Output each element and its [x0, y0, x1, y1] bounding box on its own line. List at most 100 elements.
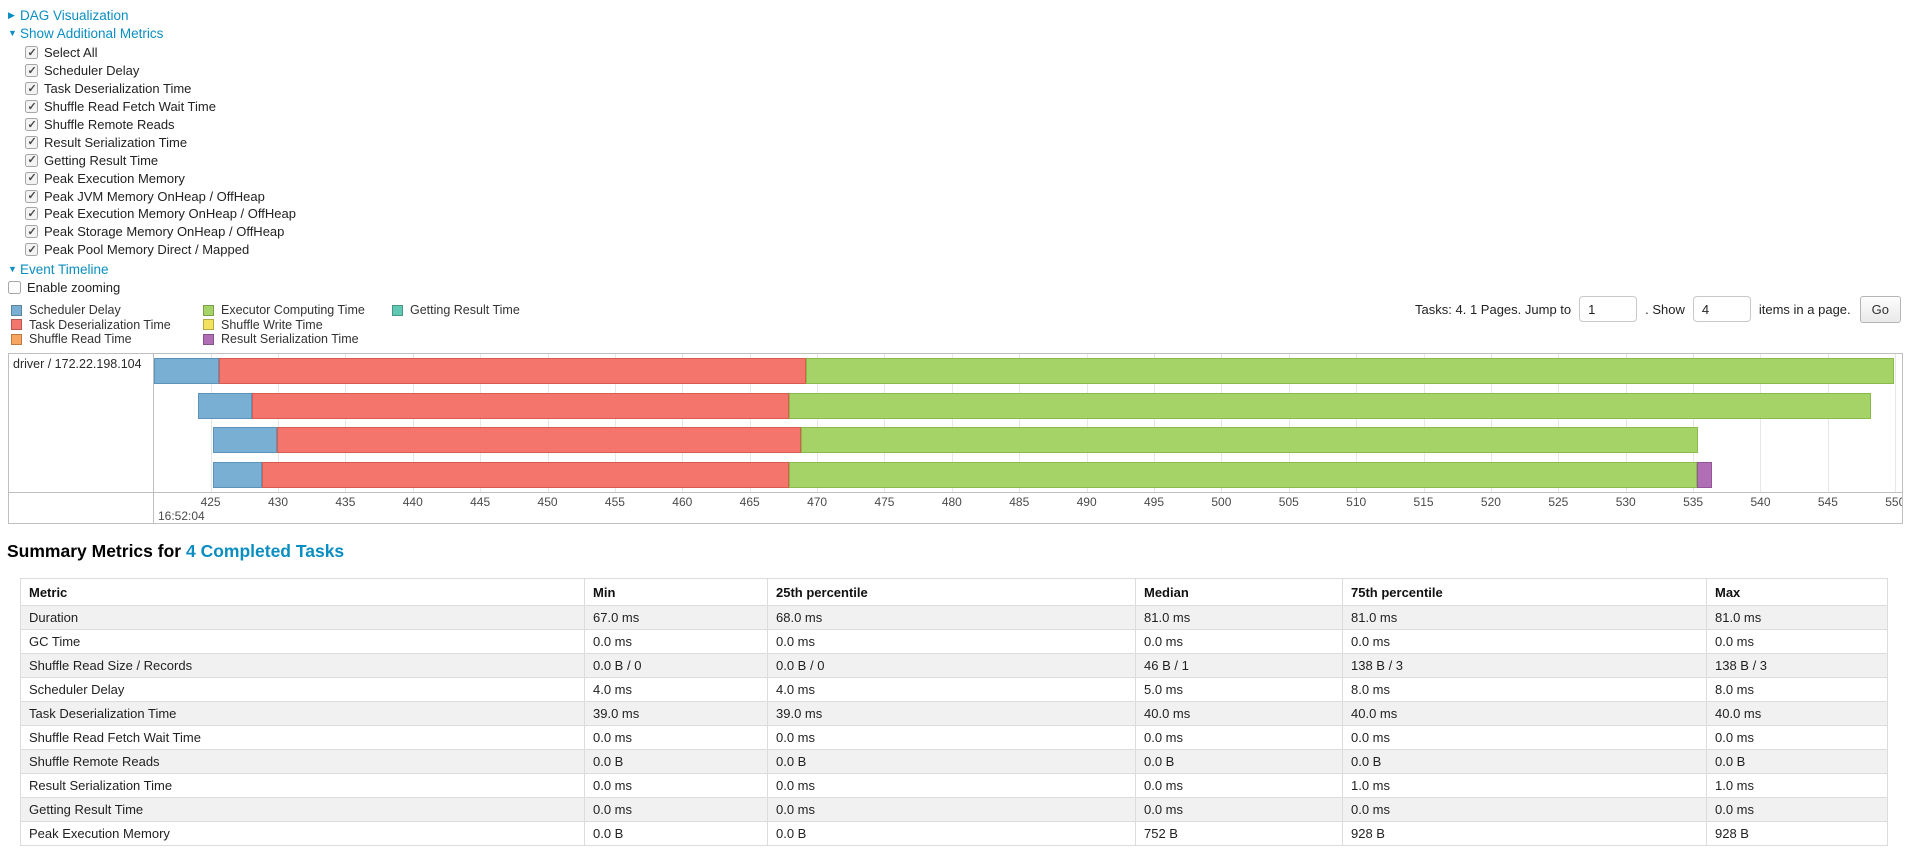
- metric-value-cell: 4.0 ms: [767, 677, 1136, 702]
- go-button[interactable]: Go: [1859, 295, 1901, 323]
- task-2-segment-executor_computing[interactable]: [788, 392, 1871, 419]
- metric-checkbox-label: Peak Execution Memory OnHeap / OffHeap: [44, 206, 296, 222]
- event-timeline-link[interactable]: Event Timeline: [20, 261, 109, 277]
- tick-label: 430: [267, 495, 288, 509]
- metric-name-cell: Duration: [20, 605, 585, 630]
- metric-value-cell: 0.0 ms: [1135, 725, 1343, 750]
- metric-checkbox[interactable]: [25, 243, 38, 257]
- legend-label: Shuffle Write Time: [221, 317, 323, 332]
- gridline: [210, 354, 212, 492]
- event-timeline-toggle[interactable]: ▼ Event Timeline: [8, 260, 109, 278]
- metric-checkbox-label: Getting Result Time: [44, 152, 159, 168]
- metric-checkbox-label: Shuffle Remote Reads: [44, 117, 175, 132]
- metric-checkbox[interactable]: [25, 189, 38, 203]
- tick-label: 505: [1278, 495, 1299, 509]
- metric-checkbox[interactable]: [25, 64, 38, 78]
- metric-checkbox-row: Peak Pool Memory Direct / Mapped: [25, 241, 296, 259]
- additional-metrics-checkbox-list: Select All Scheduler Delay Task Deserializ…: [25, 44, 296, 259]
- metric-name-cell: Peak Execution Memory: [20, 821, 585, 846]
- task-2-segment-scheduler_delay[interactable]: [198, 392, 253, 419]
- gridline: [817, 354, 819, 492]
- task-1-segment-executor_computing[interactable]: [806, 358, 1894, 384]
- task-3-segment-executor_computing[interactable]: [800, 427, 1699, 453]
- metric-checkbox[interactable]: [25, 135, 38, 149]
- task-4-segment-result_serialization[interactable]: [1697, 461, 1712, 488]
- gridline: [547, 354, 549, 492]
- metric-value-cell: 0.0 ms: [584, 773, 768, 798]
- metric-checkbox[interactable]: [25, 100, 38, 114]
- tick-label: 520: [1480, 495, 1501, 509]
- executor-group-label: driver / 172.22.198.104: [13, 357, 142, 371]
- task-4-segment-scheduler_delay[interactable]: [213, 461, 262, 488]
- legend-item-getting_result: Getting Result Time: [392, 303, 520, 318]
- task-4-segment-task_deserialization[interactable]: [261, 461, 789, 488]
- enable-zooming-row: Enable zooming: [8, 280, 120, 295]
- metric-checkbox-row: Scheduler Delay: [25, 62, 296, 80]
- tick-label: 475: [874, 495, 895, 509]
- metric-value-cell: 0.0 ms: [1706, 725, 1888, 750]
- metric-checkbox-row: Select All: [25, 44, 296, 62]
- metric-checkbox[interactable]: [25, 171, 38, 185]
- summary-table-row: Shuffle Read Size / Records 0.0 B / 0 0.0 …: [20, 653, 1888, 678]
- scheduler_delay-swatch-icon: [11, 304, 22, 316]
- tick-label: 440: [402, 495, 423, 509]
- metric-value-cell: 0.0 B: [584, 821, 768, 846]
- enable-zooming-checkbox[interactable]: [8, 281, 21, 294]
- jump-to-page-input[interactable]: [1579, 296, 1638, 322]
- metric-checkbox-label: Peak Execution Memory: [44, 170, 185, 186]
- summary-column-header: Min: [584, 578, 768, 606]
- gridline: [951, 354, 953, 492]
- completed-tasks-link[interactable]: 4 Completed Tasks: [185, 541, 345, 561]
- show-additional-metrics-link[interactable]: Show Additional Metrics: [20, 25, 164, 41]
- items-per-page-input[interactable]: [1692, 296, 1751, 322]
- metric-name-cell: GC Time: [20, 629, 585, 654]
- task-3-segment-task_deserialization[interactable]: [276, 427, 801, 453]
- metric-checkbox[interactable]: [25, 46, 38, 60]
- chevron-down-icon: ▼: [8, 264, 17, 274]
- metric-checkbox-row: Peak Execution Memory OnHeap / OffHeap: [25, 205, 296, 223]
- gridline: [1827, 354, 1829, 492]
- metric-checkbox-row: Result Serialization Time: [25, 133, 296, 151]
- tick-label: 525: [1548, 495, 1569, 509]
- legend-label: Task Deserialization Time: [29, 317, 171, 332]
- tick-label: 455: [604, 495, 625, 509]
- legend-label: Shuffle Read Time: [29, 332, 132, 347]
- metric-value-cell: 928 B: [1706, 821, 1888, 846]
- metric-value-cell: 0.0 ms: [767, 629, 1136, 654]
- show-additional-metrics-toggle[interactable]: ▼ Show Additional Metrics: [8, 24, 163, 42]
- gridline: [1693, 354, 1695, 492]
- task-3-segment-scheduler_delay[interactable]: [213, 427, 277, 453]
- tasks-pagination: Tasks: 4. 1 Pages. Jump to . Show items …: [1415, 294, 1901, 324]
- chevron-down-icon: ▼: [8, 28, 17, 38]
- metric-checkbox[interactable]: [25, 153, 38, 167]
- metric-value-cell: 0.0 B: [767, 821, 1136, 846]
- tick-label: 530: [1615, 495, 1636, 509]
- metric-checkbox[interactable]: [25, 207, 38, 221]
- summary-metrics-table: Metric Min 25th percentile Median 75th perce…: [20, 578, 1888, 846]
- metric-checkbox-row: Peak Storage Memory OnHeap / OffHeap: [25, 223, 296, 241]
- task-2-segment-task_deserialization[interactable]: [252, 392, 789, 419]
- metric-checkbox[interactable]: [25, 118, 38, 131]
- metric-value-cell: 138 B / 3: [1342, 653, 1707, 678]
- metric-value-cell: 0.0 ms: [1342, 797, 1707, 822]
- metric-value-cell: 4.0 ms: [584, 677, 768, 702]
- metric-value-cell: 40.0 ms: [1706, 701, 1888, 726]
- metric-value-cell: 8.0 ms: [1706, 677, 1888, 702]
- metric-checkbox-row: Getting Result Time: [25, 151, 296, 169]
- label-column-divider: [153, 354, 154, 523]
- summary-title-text: Summary Metrics for: [7, 541, 182, 561]
- summary-column-header: Max: [1706, 578, 1888, 606]
- metric-checkbox[interactable]: [25, 82, 38, 96]
- task-1-segment-scheduler_delay[interactable]: [154, 358, 219, 384]
- metric-checkbox-row: Shuffle Read Fetch Wait Time: [25, 98, 296, 116]
- shuffle_read-swatch-icon: [11, 333, 22, 345]
- task-4-segment-executor_computing[interactable]: [788, 461, 1698, 488]
- dag-visualization-toggle[interactable]: ▶ DAG Visualization: [8, 6, 129, 24]
- gridline: [884, 354, 886, 492]
- metric-value-cell: 0.0 ms: [1706, 797, 1888, 822]
- task-1-segment-task_deserialization[interactable]: [218, 358, 807, 384]
- metric-value-cell: 0.0 B / 0: [767, 653, 1136, 678]
- tick-label: 545: [1817, 495, 1838, 509]
- dag-visualization-link[interactable]: DAG Visualization: [20, 7, 129, 23]
- metric-checkbox[interactable]: [25, 225, 38, 239]
